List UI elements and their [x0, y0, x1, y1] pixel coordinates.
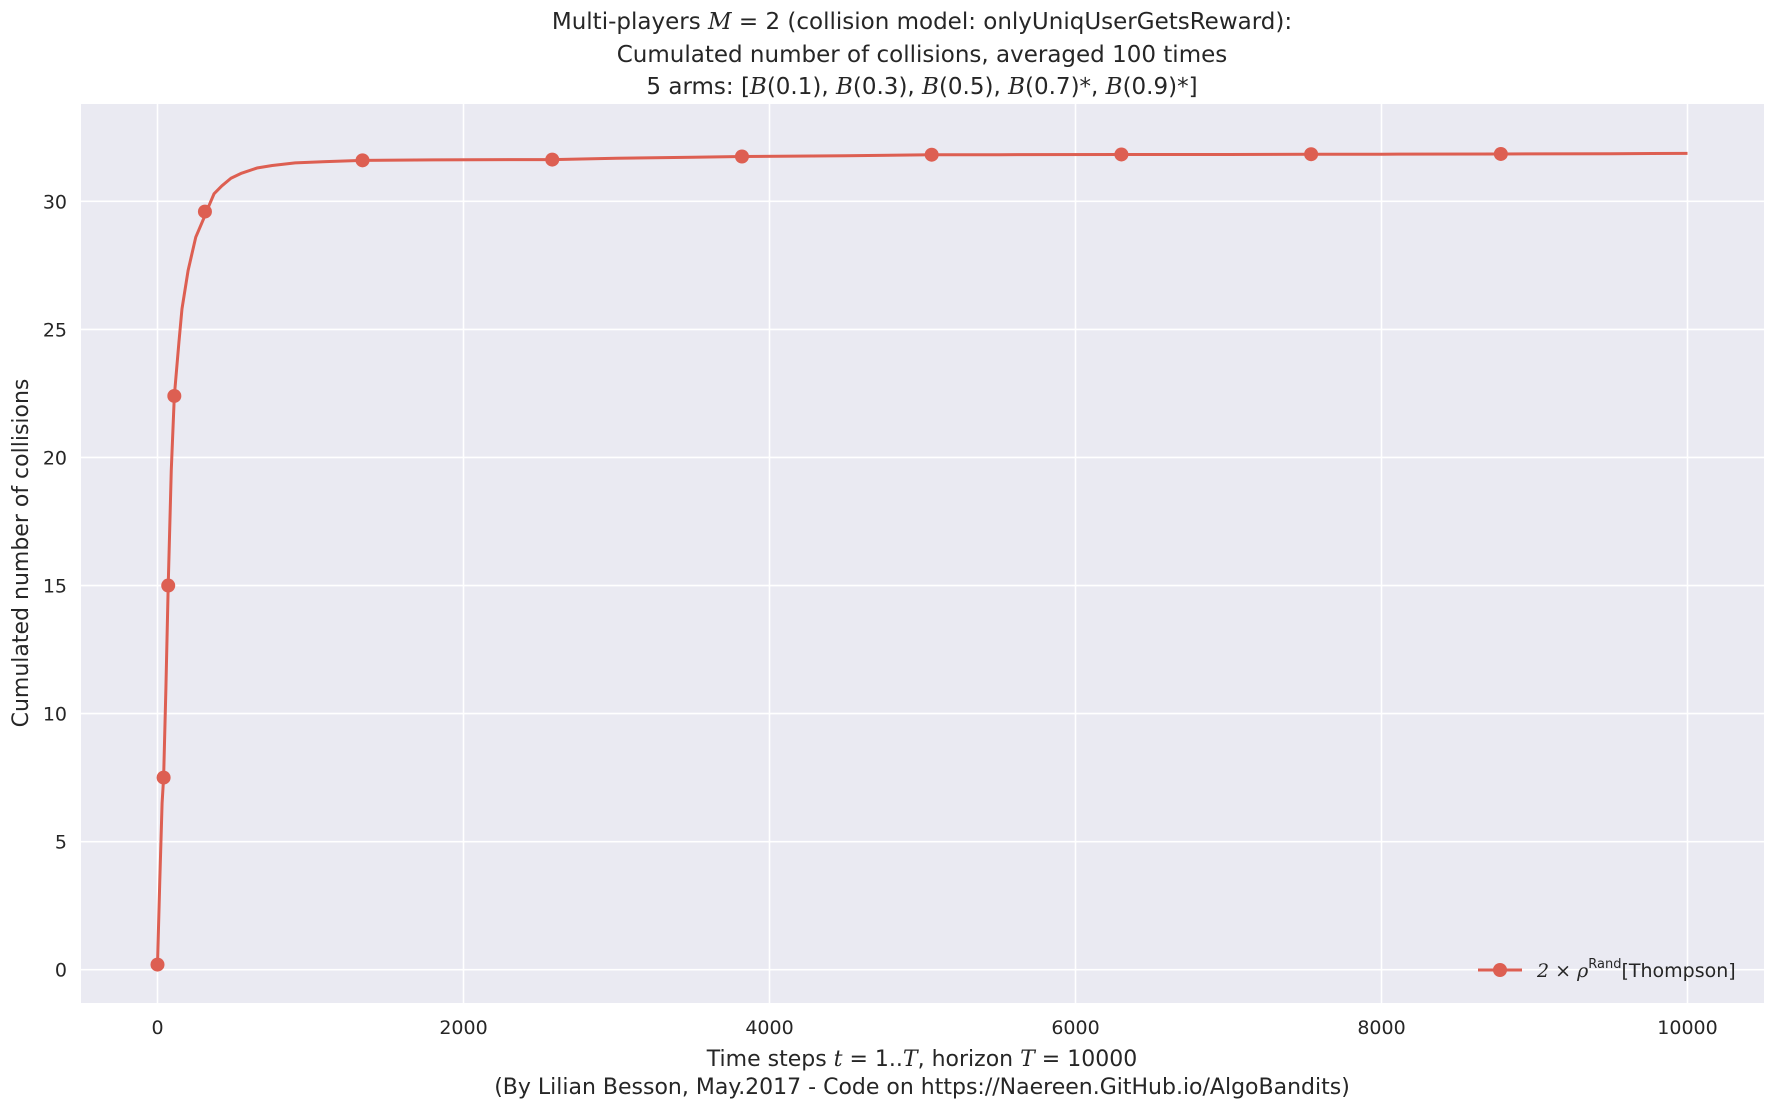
x-tick-label: 8000 [1357, 1017, 1405, 1039]
title-line-3: 5 arms: [B(0.1), B(0.3), B(0.5), B(0.7)*… [646, 74, 1197, 100]
legend-marker-swatch [1493, 963, 1507, 977]
series-layer [150, 146, 1688, 972]
series-marker [1493, 146, 1508, 161]
chart-title: Multi-players M = 2 (collision model: on… [552, 9, 1292, 100]
series-marker [545, 152, 560, 167]
x-axis-label: Time steps t = 1..T, horizon T = 10000 [706, 1047, 1137, 1072]
series-marker [1304, 147, 1319, 162]
y-tick-label: 10 [43, 704, 67, 726]
series-marker [150, 957, 165, 972]
x-tick-label: 0 [151, 1017, 163, 1039]
title-line-1: Multi-players M = 2 (collision model: on… [552, 9, 1292, 35]
title-line-2: Cumulated number of collisions, averaged… [617, 42, 1227, 68]
series-marker [734, 149, 749, 164]
y-tick-label: 30 [43, 191, 67, 213]
plot-background [81, 104, 1764, 1003]
x-ticks: 0 2000 4000 6000 8000 10000 [151, 1017, 1717, 1039]
series-marker [1114, 147, 1129, 162]
y-tick-label: 5 [55, 832, 67, 854]
series-marker [167, 388, 182, 403]
y-tick-label: 15 [43, 576, 67, 598]
grid [81, 104, 1764, 1003]
legend: 2 × ρRand[Thompson] [1478, 957, 1736, 982]
series-line [156, 151, 1688, 965]
series-marker [197, 204, 212, 219]
legend-entry-label: 2 × ρRand[Thompson] [1536, 957, 1736, 982]
y-tick-label: 20 [43, 447, 67, 469]
credit-line: (By Lilian Besson, May.2017 - Code on ht… [494, 1075, 1350, 1100]
y-tick-label: 0 [55, 960, 67, 982]
y-axis-label: Cumulated number of collisions [9, 379, 34, 728]
x-tick-label: 4000 [745, 1017, 793, 1039]
x-tick-label: 6000 [1051, 1017, 1099, 1039]
y-ticks: 0 5 10 15 20 25 30 [43, 191, 67, 981]
series-marker [924, 147, 939, 162]
series-marker [355, 153, 370, 168]
series-marker [156, 770, 171, 785]
y-tick-label: 25 [43, 319, 67, 341]
x-tick-label: 2000 [439, 1017, 487, 1039]
series-marker [161, 578, 176, 593]
x-tick-label: 10000 [1657, 1017, 1717, 1039]
